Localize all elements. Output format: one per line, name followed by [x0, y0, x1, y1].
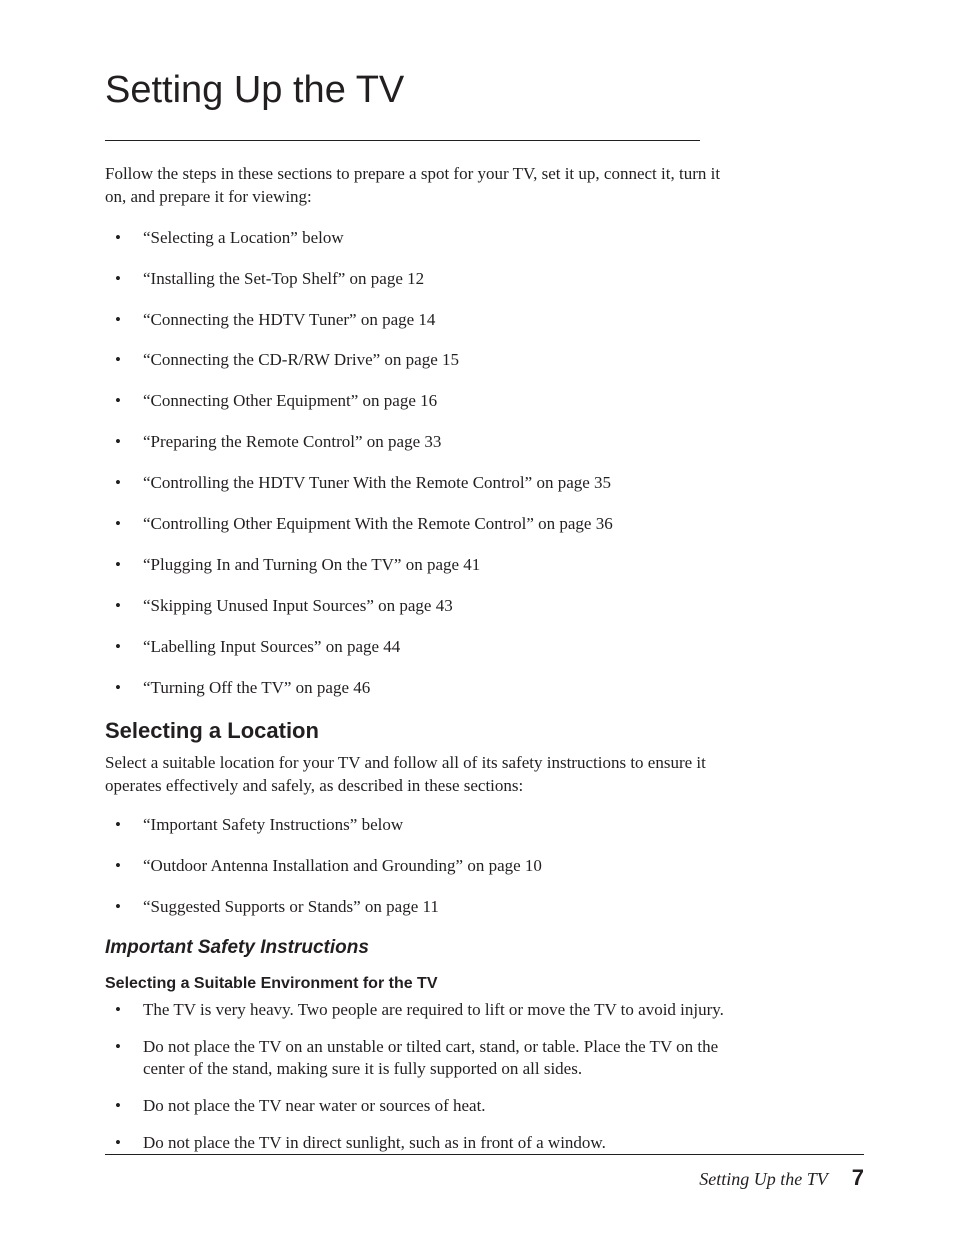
title-divider — [105, 140, 700, 141]
toc-item: “Labelling Input Sources” on page 44 — [115, 636, 824, 659]
section-heading: Selecting a Location — [105, 718, 824, 744]
footer-page-number: 7 — [852, 1165, 864, 1190]
toc-item: “Turning Off the TV” on page 46 — [115, 677, 824, 700]
section-list-item: “Important Safety Instructions” below — [115, 814, 824, 837]
toc-item: “Preparing the Remote Control” on page 3… — [115, 431, 824, 454]
toc-item: “Connecting the CD-R/RW Drive” on page 1… — [115, 349, 824, 372]
footer-text: Setting Up the TV 7 — [105, 1165, 864, 1191]
chapter-toc-list: “Selecting a Location” below “Installing … — [115, 227, 824, 700]
section-list: “Important Safety Instructions” below “Ou… — [115, 814, 824, 919]
toc-item: “Skipping Unused Input Sources” on page … — [115, 595, 824, 618]
safety-list: The TV is very heavy. Two people are req… — [115, 999, 824, 1156]
safety-list-item: Do not place the TV on an unstable or ti… — [115, 1036, 735, 1082]
section-intro: Select a suitable location for your TV a… — [105, 752, 735, 798]
footer-section-label: Setting Up the TV — [699, 1169, 828, 1189]
toc-item: “Connecting the HDTV Tuner” on page 14 — [115, 309, 824, 332]
safety-list-item: The TV is very heavy. Two people are req… — [115, 999, 735, 1022]
toc-item: “Selecting a Location” below — [115, 227, 824, 250]
toc-item: “Connecting Other Equipment” on page 16 — [115, 390, 824, 413]
section-list-item: “Suggested Supports or Stands” on page 1… — [115, 896, 824, 919]
toc-item: “Plugging In and Turning On the TV” on p… — [115, 554, 824, 577]
page-footer: Setting Up the TV 7 — [105, 1154, 864, 1191]
subsection-heading: Important Safety Instructions — [105, 937, 824, 959]
toc-item: “Installing the Set-Top Shelf” on page 1… — [115, 268, 824, 291]
section-list-item: “Outdoor Antenna Installation and Ground… — [115, 855, 824, 878]
safety-list-item: Do not place the TV near water or source… — [115, 1095, 735, 1118]
footer-divider — [105, 1154, 864, 1155]
chapter-intro: Follow the steps in these sections to pr… — [105, 163, 735, 209]
toc-item: “Controlling Other Equipment With the Re… — [115, 513, 824, 536]
safety-list-item: Do not place the TV in direct sunlight, … — [115, 1132, 735, 1155]
subsubsection-heading: Selecting a Suitable Environment for the… — [105, 975, 824, 993]
toc-item: “Controlling the HDTV Tuner With the Rem… — [115, 472, 824, 495]
chapter-title: Setting Up the TV — [105, 70, 824, 112]
document-page: Setting Up the TV Follow the steps in th… — [0, 0, 954, 1235]
